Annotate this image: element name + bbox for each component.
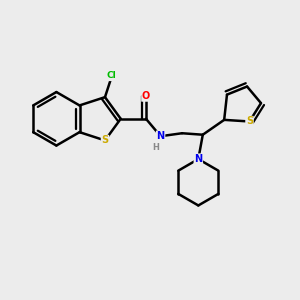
Text: O: O (142, 91, 150, 101)
Text: N: N (157, 131, 165, 141)
Text: S: S (246, 116, 253, 127)
Text: S: S (101, 135, 109, 146)
Text: N: N (194, 154, 202, 164)
Text: Cl: Cl (107, 71, 117, 80)
Text: H: H (152, 143, 159, 152)
